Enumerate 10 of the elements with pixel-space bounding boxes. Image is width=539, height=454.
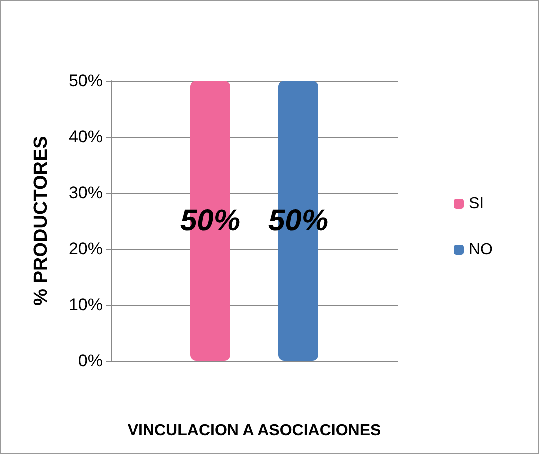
x-axis-title: VINCULACION A ASOCIACIONES: [128, 422, 382, 440]
y-axis-title: % PRODUCTORES: [31, 136, 52, 306]
y-tick-label: 10%: [68, 296, 103, 314]
legend-label: SI: [469, 196, 484, 212]
y-tick-label: 0%: [78, 352, 103, 370]
y-tick-label: 20%: [68, 240, 103, 258]
y-tick-label: 30%: [68, 184, 103, 202]
y-tick-label: 40%: [68, 128, 103, 146]
legend-label: NO: [469, 242, 493, 258]
y-tick-label: 50%: [68, 72, 103, 90]
